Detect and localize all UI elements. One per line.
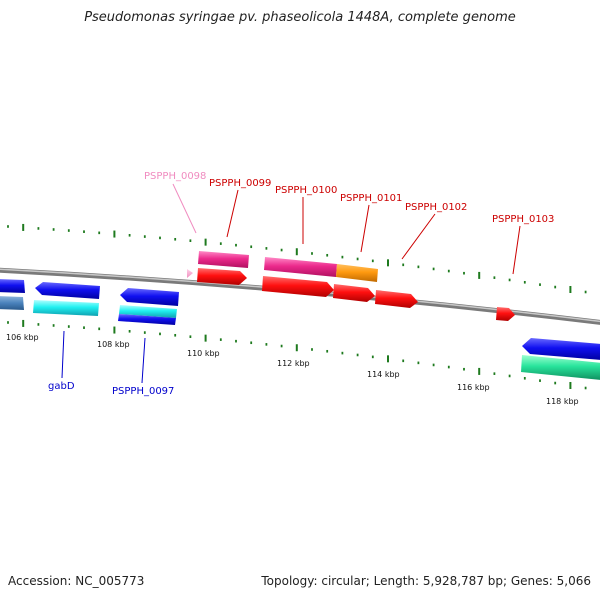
outer-tick-track (7, 223, 587, 294)
gene-feature-left-edge-2[interactable] (0, 296, 24, 310)
gene-feature-right-arrow[interactable] (522, 338, 600, 360)
genome-summary-text: Topology: circular; Length: 5,928,787 bp… (261, 574, 591, 588)
gene-feature-pspph-0097-a[interactable] (119, 305, 177, 318)
label-pspph-0100[interactable]: PSPPH_0100 (275, 185, 337, 196)
reverse-strand-genes (0, 279, 600, 380)
kbp-label-110: 110 kbp (187, 349, 220, 358)
gene-feature-pspph-0100[interactable] (262, 276, 334, 297)
gene-feature-pspph-0098-marker[interactable] (187, 269, 193, 278)
gene-feature-pspph-0102[interactable] (375, 290, 418, 308)
inner-tick-track (7, 319, 587, 390)
gene-feature-pspph-0100-b[interactable] (336, 264, 378, 282)
kbp-scale-labels: 106 kbp 108 kbp 110 kbp 112 kbp 114 kbp … (6, 333, 579, 406)
leader-pspph-0097 (141, 337, 146, 384)
gene-feature-pspph-0097[interactable] (118, 314, 176, 325)
leader-pspph-0098 (172, 183, 197, 234)
genome-title: Pseudomonas syringae pv. phaseolicola 14… (84, 10, 516, 25)
label-gabd[interactable]: gabD (48, 381, 75, 392)
gene-feature-gabd[interactable] (33, 300, 99, 316)
gene-feature-gabd-arrow[interactable] (35, 282, 100, 299)
label-pspph-0099[interactable]: PSPPH_0099 (209, 178, 271, 189)
kbp-label-114: 114 kbp (367, 370, 400, 379)
label-pspph-0098[interactable]: PSPPH_0098 (144, 171, 206, 182)
gene-feature-pspph-0100-a[interactable] (264, 257, 337, 277)
label-pspph-0101[interactable]: PSPPH_0101 (340, 193, 402, 204)
leader-gabd (61, 330, 65, 379)
leader-pspph-0099 (226, 189, 239, 238)
leader-pspph-0102 (401, 213, 436, 260)
kbp-label-106: 106 kbp (6, 333, 39, 342)
accession-text: Accession: NC_005773 (8, 574, 145, 588)
gene-feature-pspph-0099[interactable] (197, 268, 247, 285)
gene-feature-pspph-0101[interactable] (333, 284, 375, 302)
forward-strand-genes (187, 251, 515, 321)
leader-pspph-0101 (360, 204, 370, 253)
gene-feature-pspph-0098[interactable] (198, 251, 249, 268)
kbp-label-112: 112 kbp (277, 359, 310, 368)
label-leaders (61, 183, 521, 384)
gene-feature-left-edge[interactable] (0, 279, 25, 293)
gene-feature-pspph-0097-arrow[interactable] (120, 288, 179, 306)
label-pspph-0097[interactable]: PSPPH_0097 (112, 386, 174, 397)
label-pspph-0102[interactable]: PSPPH_0102 (405, 202, 467, 213)
kbp-label-118: 118 kbp (546, 397, 579, 406)
gene-labels: PSPPH_0098 PSPPH_0099 PSPPH_0100 PSPPH_0… (48, 171, 554, 397)
kbp-label-116: 116 kbp (457, 383, 490, 392)
kbp-label-108: 108 kbp (97, 340, 130, 349)
gene-feature-right-mint[interactable] (521, 355, 600, 380)
label-pspph-0103[interactable]: PSPPH_0103 (492, 214, 554, 225)
gene-feature-pspph-0103[interactable] (496, 307, 515, 321)
leader-pspph-0103 (512, 225, 521, 275)
